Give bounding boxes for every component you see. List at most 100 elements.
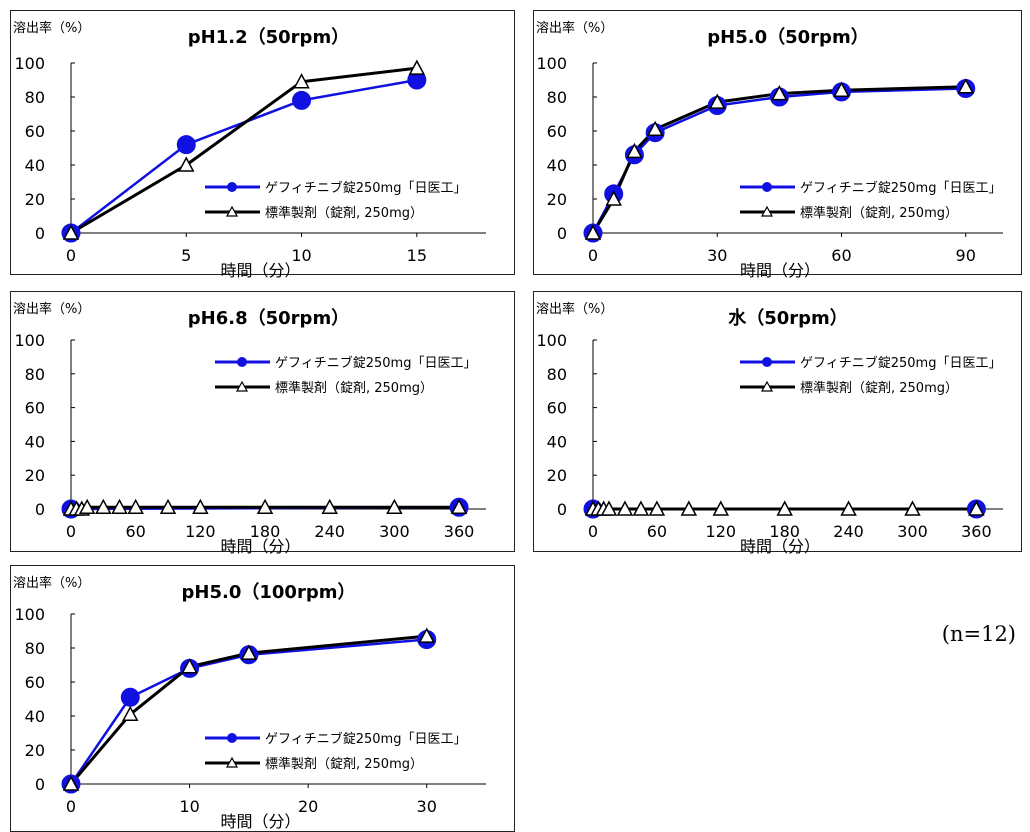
x-axis-label: 時間（分） [220,261,300,280]
y-tick-label: 100 [14,331,45,350]
y-tick-label: 80 [547,365,567,384]
data-point-reference [632,500,650,516]
data-point-reference [605,190,622,206]
data-point-reference [904,500,921,516]
data-point-reference [418,627,435,643]
chart-panel: 溶出率（%） pH6.8（50rpm） 0 20 40 60 80 100 0 60 120 180 2… [10,291,515,556]
data-point-reference [968,500,985,516]
y-tick-label: 100 [536,54,567,73]
y-tick-label: 0 [35,775,45,794]
y-tick-label: 80 [25,88,45,107]
data-point-reference [833,81,850,97]
y-tick-label: 40 [25,707,45,726]
chart-panel: 溶出率（%） pH1.2（50rpm） 0 20 40 60 80 100 0 5 10 15 時間（分… [10,10,515,280]
data-point-reference [178,156,195,172]
data-point-reference [62,224,80,240]
x-tick-label: 120 [185,522,216,541]
x-tick-label: 300 [379,522,410,541]
legend: ゲフィチニブ錠250mg「日医工」標準製剤（錠剤, 250mg） [205,731,466,772]
y-tick-label: 0 [557,224,567,243]
x-axis-label: 時間（分） [220,537,300,556]
legend-label-reference: 標準製剤（錠剤, 250mg） [800,380,958,396]
data-point-reference [646,120,664,137]
y-tick-label: 60 [547,122,567,141]
x-tick-label: 0 [588,522,598,541]
chart-title: pH1.2（50rpm） [188,27,349,48]
data-point-test [176,135,196,155]
chart-panel: 溶出率（%） pH5.0（100rpm） 0 20 40 60 80 100 0 10 20 30 時間… [10,565,515,832]
data-point-reference [256,498,274,515]
data-point-reference [159,498,177,515]
x-tick-label: 180 [769,522,800,541]
y-axis-label: 溶出率（%） [13,301,90,317]
y-tick-label: 40 [25,156,45,175]
data-point-reference [122,705,139,722]
data-point-reference [408,59,426,75]
x-tick-label: 0 [588,246,598,265]
data-point-reference [648,500,666,516]
y-tick-label: 40 [25,432,45,451]
legend: ゲフィチニブ錠250mg「日医工」標準製剤（錠剤, 250mg） [205,180,466,221]
data-point-test [120,687,140,707]
y-axis-label: 溶出率（%） [13,575,90,591]
y-axis-label: 溶出率（%） [536,301,613,317]
x-tick-label: 0 [66,246,76,265]
y-tick-label: 40 [547,432,567,451]
data-point-reference [240,644,258,660]
legend-label-test: ゲフィチニブ錠250mg「日医工」 [265,180,466,196]
legend-marker-reference [760,205,774,217]
y-tick-label: 80 [25,365,45,384]
y-tick-label: 100 [14,605,45,624]
data-point-reference [708,93,726,109]
y-tick-label: 20 [547,190,567,209]
legend-marker-test [237,357,247,367]
x-tick-label: 30 [417,797,437,816]
legend-label-test: ゲフィチニブ錠250mg「日医工」 [800,355,1001,371]
x-tick-label: 360 [961,522,992,541]
series-reference-line [70,66,418,235]
legend: ゲフィチニブ錠250mg「日医工」標準製剤（錠剤, 250mg） [740,355,1001,396]
data-point-reference [78,498,96,515]
x-tick-label: 60 [831,246,851,265]
x-tick-label: 180 [250,522,281,541]
legend-marker-reference [760,380,774,392]
legend-marker-test [227,182,237,192]
legend-label-reference: 標準製剤（錠剤, 250mg） [265,756,423,772]
legend-marker-reference [225,756,239,768]
legend-label-reference: 標準製剤（錠剤, 250mg） [265,205,423,221]
x-axis-label: 時間（分） [740,537,820,556]
chart-panel: 溶出率（%） pH5.0（50rpm） 0 20 40 60 80 100 0 30 60 90 時間（… [533,10,1022,280]
panel-frame [10,565,515,832]
x-tick-label: 0 [66,797,76,816]
data-point-reference [840,500,857,516]
y-tick-label: 60 [25,399,45,418]
y-tick-label: 60 [25,122,45,141]
y-tick-label: 0 [557,500,567,519]
legend-label-test: ゲフィチニブ錠250mg「日医工」 [275,355,476,371]
data-point-reference [321,498,338,515]
panel-frame [10,10,515,275]
x-tick-label: 60 [125,522,145,541]
legend-marker-test [762,182,772,192]
data-point-reference [771,85,788,101]
x-tick-label: 300 [897,522,928,541]
y-tick-label: 0 [35,224,45,243]
y-tick-label: 80 [547,88,567,107]
legend-marker-reference [225,205,239,217]
legend: ゲフィチニブ錠250mg「日医工」標準製剤（錠剤, 250mg） [740,180,1001,221]
x-tick-label: 60 [647,522,667,541]
panel-frame [533,291,1022,552]
y-tick-label: 60 [547,399,567,418]
y-tick-label: 80 [25,639,45,658]
x-tick-label: 10 [291,246,311,265]
x-tick-label: 0 [66,522,76,541]
chart-title: pH6.8（50rpm） [188,308,349,329]
data-point-reference [95,498,112,515]
legend-marker-test [227,733,237,743]
panel-frame [533,10,1022,275]
data-point-reference [600,500,618,516]
data-point-reference [111,498,128,515]
x-tick-label: 120 [706,522,737,541]
y-tick-label: 20 [25,741,45,760]
